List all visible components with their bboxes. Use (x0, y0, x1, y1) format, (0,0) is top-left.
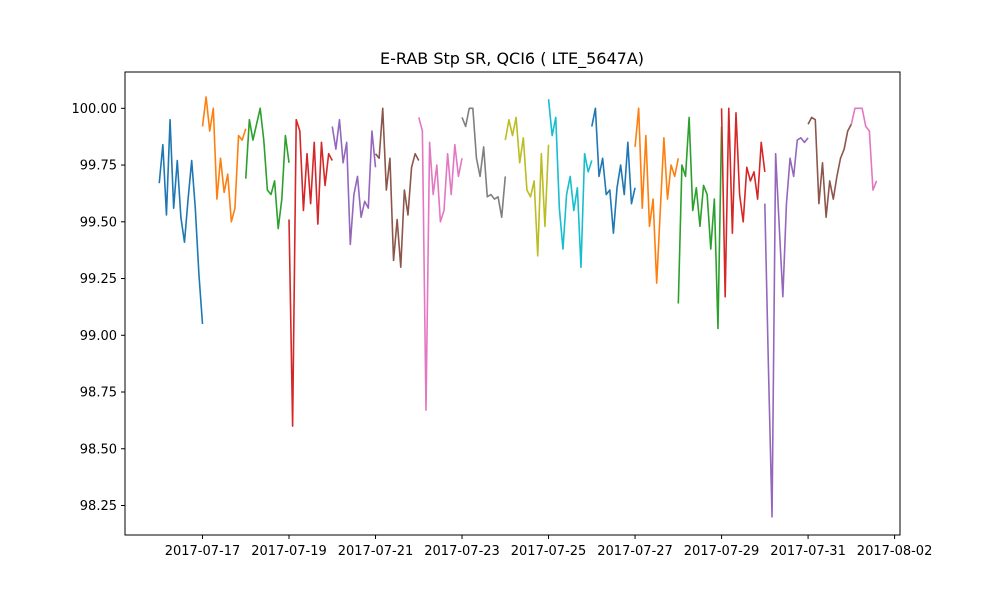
series-line-14 (720, 107, 766, 298)
x-tick-label: 2017-07-25 (511, 544, 587, 559)
series-line-6 (374, 107, 420, 268)
series-line-5 (331, 118, 377, 246)
chart-title: E-RAB Stp SR, QCI6 ( LTE_5647A) (380, 49, 644, 69)
x-tick-label: 2017-07-29 (684, 544, 760, 559)
x-tick-label: 2017-08-02 (857, 544, 933, 559)
y-tick-label: 99.75 (80, 159, 117, 174)
y-tick-label: 98.25 (80, 499, 117, 514)
series-line-3 (244, 107, 290, 230)
series-line-2 (201, 96, 247, 223)
series-line-16 (807, 116, 853, 219)
axis-layer: 2017-07-17 2017-07-19 2017-07-21 2017-07-23… (72, 102, 933, 559)
y-tick-label: 100.00 (72, 102, 118, 117)
y-tick-label: 98.50 (80, 442, 117, 457)
series-line-15 (764, 137, 809, 518)
x-tick-label: 2017-07-19 (251, 544, 327, 559)
x-tick-label: 2017-07-17 (165, 544, 241, 559)
series-line-11 (591, 107, 636, 234)
series-line-9 (504, 116, 550, 257)
y-tick-label: 98.75 (80, 386, 117, 401)
y-tick-label: 99.00 (80, 329, 117, 344)
plot-frame (124, 71, 901, 536)
series-line-7 (418, 117, 463, 411)
series-line-10 (547, 99, 593, 268)
x-tick-label: 2017-07-21 (338, 544, 414, 559)
y-tick-label: 99.50 (80, 215, 117, 230)
x-tick-label: 2017-07-23 (424, 544, 500, 559)
series-line-12 (634, 107, 680, 284)
y-tick-label: 99.25 (80, 272, 117, 287)
series-line-8 (461, 107, 507, 219)
series-layer (158, 96, 878, 518)
series-line-1 (158, 118, 204, 324)
x-tick-label: 2017-07-27 (597, 544, 673, 559)
x-tick-label: 2017-07-31 (770, 544, 846, 559)
series-line-4 (288, 118, 333, 427)
series-line-13 (677, 116, 723, 330)
series-line-17 (850, 107, 878, 191)
